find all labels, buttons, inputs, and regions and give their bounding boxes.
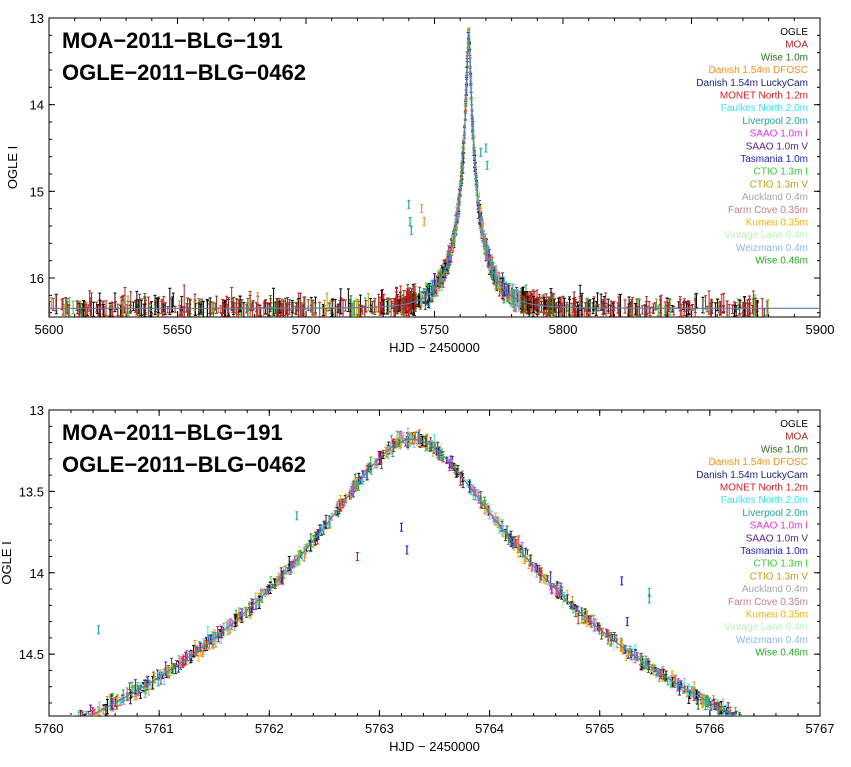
legend-entry: Danish 1.54m LuckyCam (696, 78, 808, 89)
legend-entry: Vintage Lane 0.4m (724, 230, 808, 241)
y-tick-label: 14 (30, 98, 44, 113)
x-tick-label: 5762 (255, 721, 284, 736)
legend-entry: Liverpool 2.0m (742, 116, 808, 127)
x-tick-label: 5800 (549, 322, 578, 337)
x-tick-label: 5700 (292, 322, 321, 337)
y-tick-label: 16 (30, 271, 44, 286)
x-tick-label: 5750 (420, 322, 449, 337)
legend-entry: Weizmann 0.4m (736, 243, 808, 254)
x-tick-label: 5650 (163, 322, 192, 337)
x-tick-label: 5900 (806, 322, 835, 337)
chart-panel-1: 5600 5650 5700 5750 5800 5850 5900 13 14 15 16 HJD … (5, 11, 834, 355)
legend-entry: Kumeu 0.35m (746, 218, 808, 229)
legend-entry: Danish 1.54m DFOSC (709, 65, 808, 76)
plot-frame (48, 409, 821, 717)
y-tick-label: 15 (30, 184, 44, 199)
legend-entry: MOA (785, 40, 808, 51)
legend-entry: CTIO 1.3m V (750, 179, 809, 190)
x-tick-label: 5600 (35, 322, 64, 337)
y-axis-label: OGLE I (5, 146, 20, 189)
legend-entry: SAAO 1.0m V (746, 141, 809, 152)
legend-entry: CTIO 1.3m I (754, 167, 808, 178)
y-tick-label: 13 (30, 11, 44, 26)
x-tick-label: 5763 (365, 721, 394, 736)
legend-entry: SAAO 1.0m I (750, 129, 808, 140)
legend-entry: Wise 1.0m (761, 52, 808, 63)
legend-entry: Faulkes North 2.0m (721, 103, 808, 114)
x-axis-label: HJD − 2450000 (389, 340, 480, 355)
x-tick-label: 5761 (145, 721, 174, 736)
legend-entry: Tasmania 1.0m (740, 154, 808, 165)
legend-entry: MONET North 1.2m (720, 91, 808, 102)
chart-title-line: MOA−2011−BLG−191 (62, 28, 283, 53)
model-curve (49, 33, 820, 309)
legend-entry: Farm Cove 0.35m (728, 205, 808, 216)
legend-entry: OGLE (780, 27, 808, 38)
legend-entry: Auckland 0.4m (742, 192, 808, 203)
legend-entry: Wise 0.46m (755, 256, 808, 267)
chart-title-line: OGLE−2011−BLG−0462 (62, 60, 306, 85)
x-tick-label: 5850 (677, 322, 706, 337)
chart-panel-2: 5760 5761 5762 5763 5764 5765 5766 57671313.514… (0, 403, 834, 754)
x-tick-label: 5760 (35, 721, 64, 736)
